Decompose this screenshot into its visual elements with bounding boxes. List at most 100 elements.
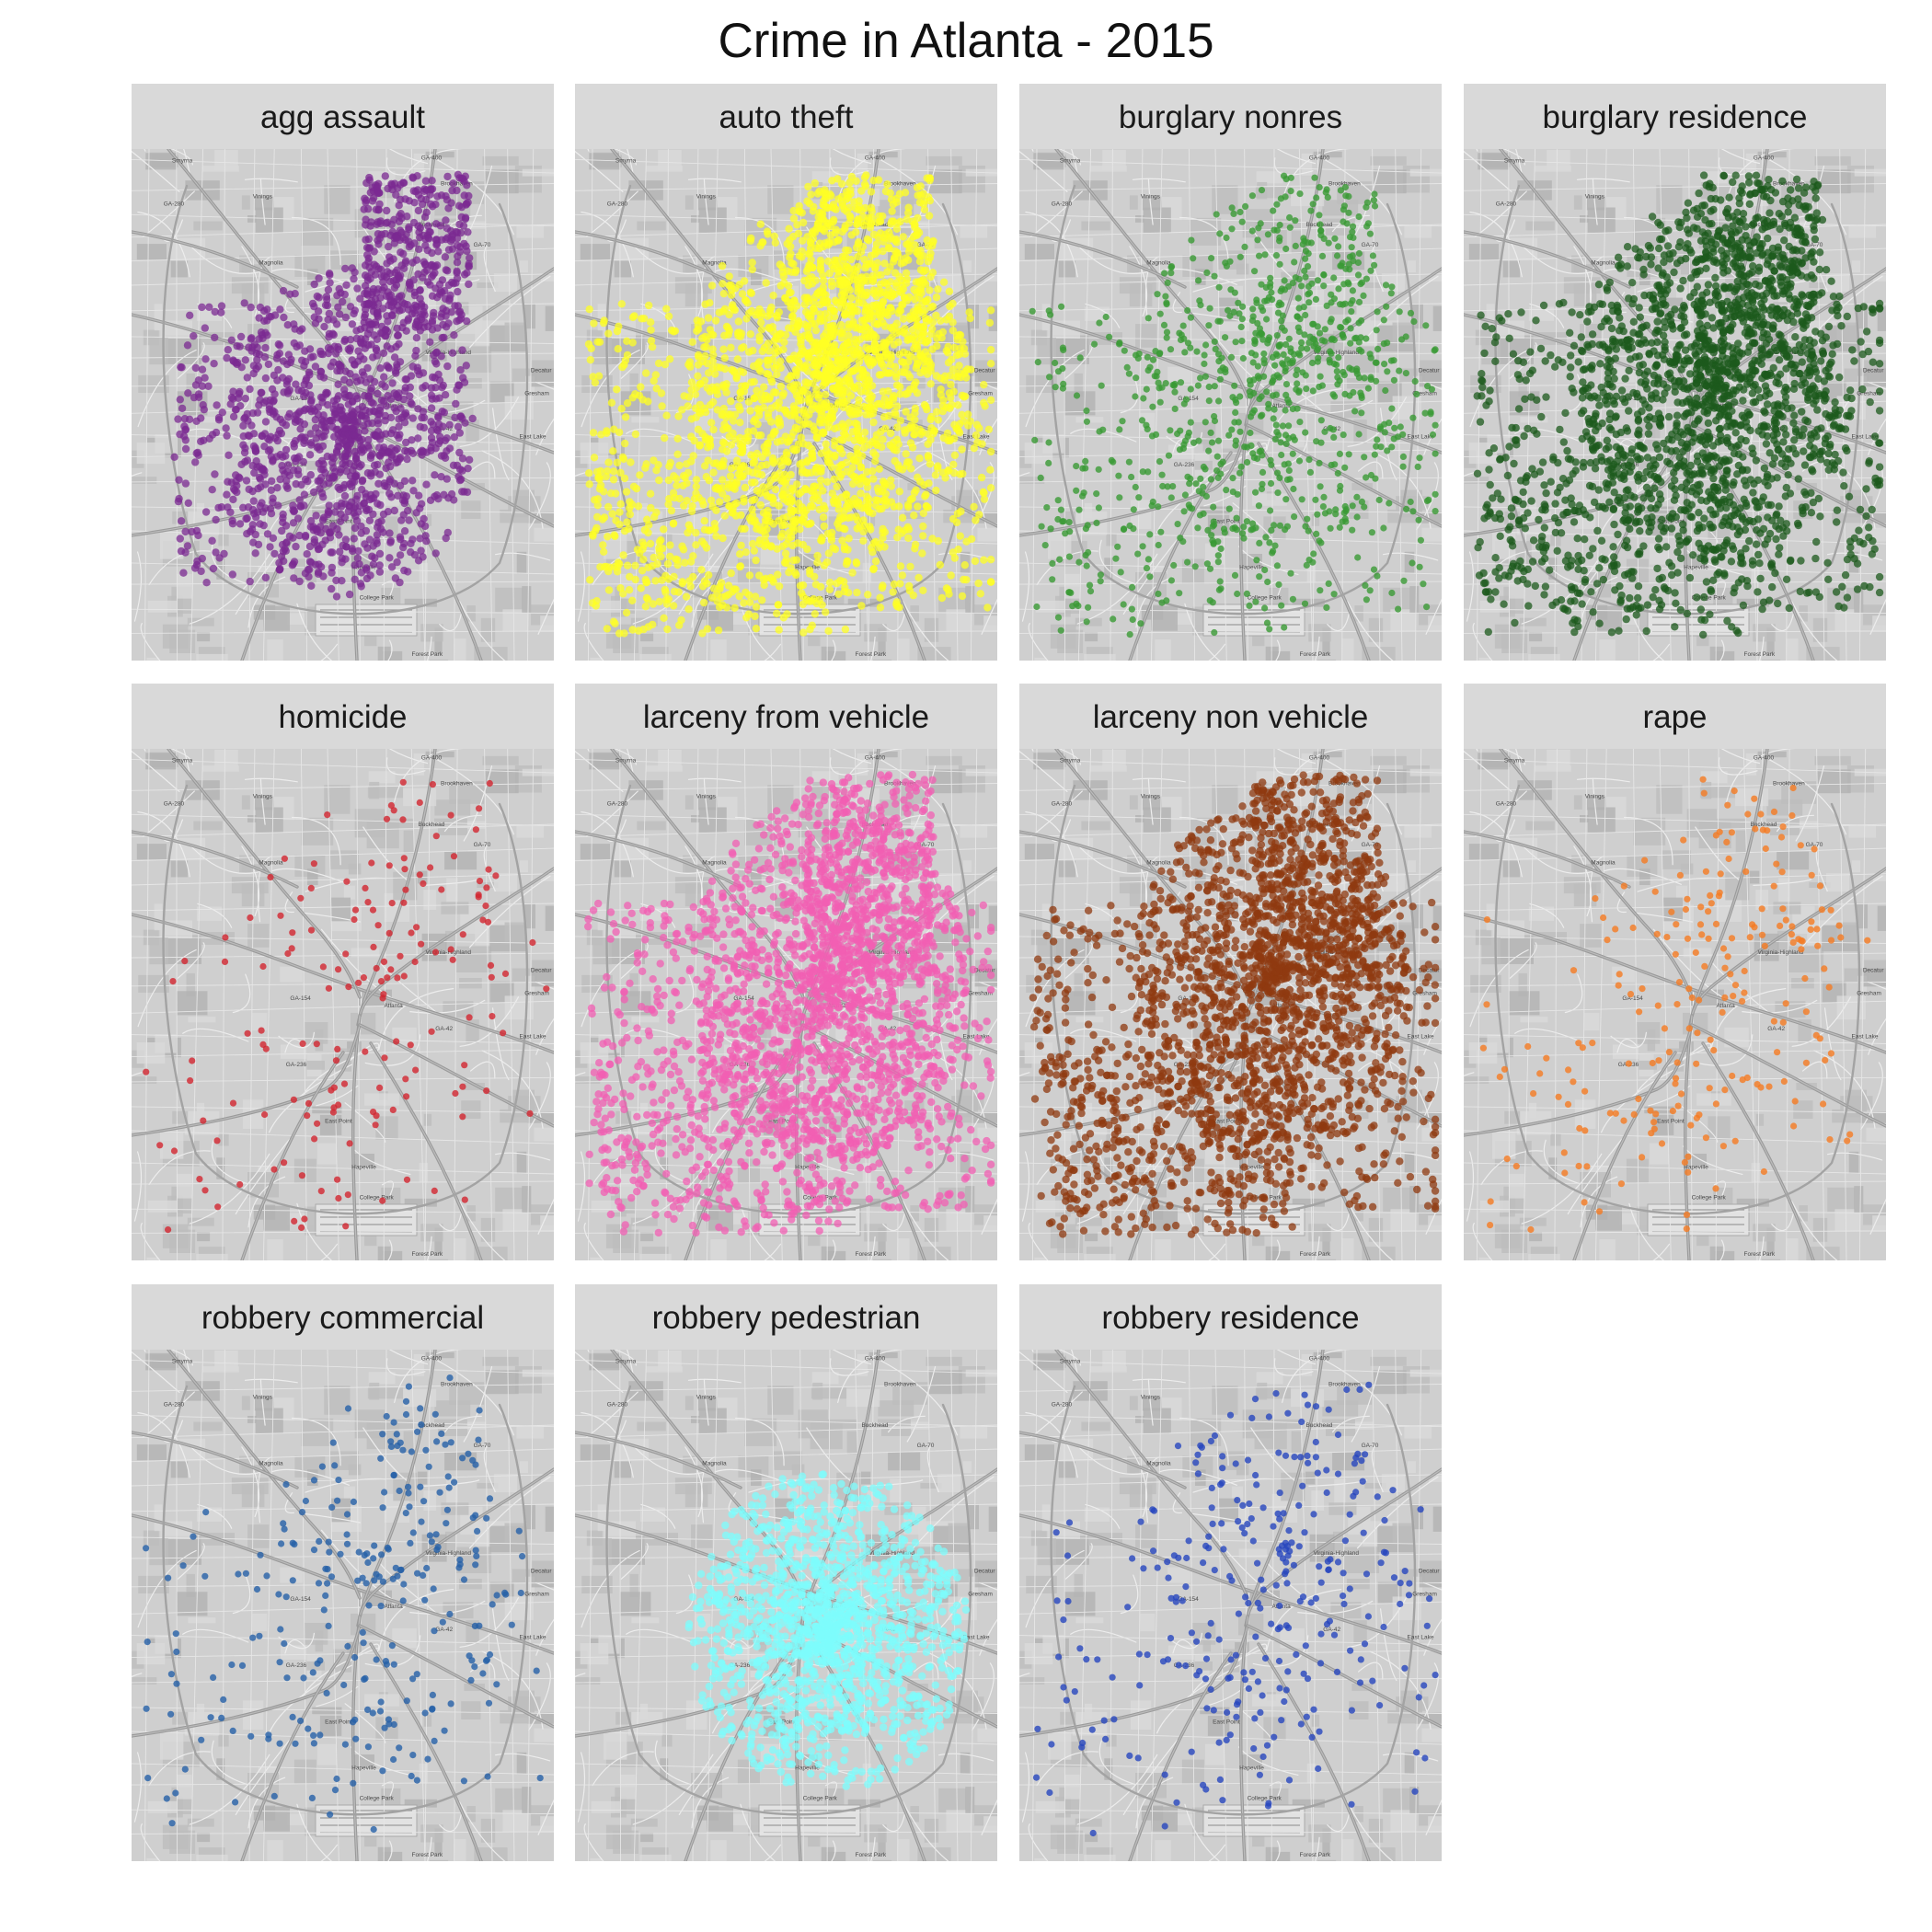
crime-point xyxy=(761,537,770,546)
crime-point xyxy=(1176,590,1183,597)
crime-point xyxy=(824,627,833,635)
map-place-label: Decatur xyxy=(1419,367,1441,374)
crime-point xyxy=(1079,465,1087,472)
crime-point xyxy=(198,554,206,563)
crime-point xyxy=(842,560,851,569)
crime-point xyxy=(1038,523,1045,530)
crime-point xyxy=(817,476,825,484)
crime-point xyxy=(365,326,374,334)
crime-point xyxy=(830,347,838,355)
crime-point xyxy=(984,425,994,433)
crime-point xyxy=(1235,419,1242,426)
crime-point xyxy=(258,499,266,507)
crime-point xyxy=(1286,213,1294,222)
crime-point xyxy=(857,489,865,498)
crime-point xyxy=(732,374,741,383)
crime-point xyxy=(695,353,703,362)
crime-point xyxy=(819,276,828,285)
crime-point xyxy=(1382,386,1389,395)
crime-point xyxy=(1282,496,1290,503)
crime-point xyxy=(876,593,884,602)
crime-point xyxy=(385,448,394,456)
crime-point xyxy=(772,361,781,370)
crime-point xyxy=(627,500,637,509)
crime-point xyxy=(710,525,719,534)
crime-point xyxy=(374,313,383,321)
crime-point xyxy=(764,506,772,515)
crime-point xyxy=(719,534,727,543)
crime-point xyxy=(349,466,357,475)
crime-point xyxy=(1363,474,1370,481)
crime-point xyxy=(732,456,742,465)
crime-point xyxy=(340,431,350,439)
crime-point xyxy=(891,362,900,371)
crime-point xyxy=(1174,430,1181,438)
crime-point xyxy=(1201,351,1208,359)
crime-point xyxy=(1181,491,1189,499)
crime-point xyxy=(1135,494,1143,501)
crime-point xyxy=(1082,457,1089,465)
crime-point xyxy=(190,564,200,572)
crime-point xyxy=(755,332,764,341)
crime-point xyxy=(879,212,887,221)
crime-point xyxy=(965,308,973,316)
crime-point xyxy=(805,410,813,419)
crime-point xyxy=(692,413,700,421)
crime-point xyxy=(1266,626,1273,633)
crime-point xyxy=(744,610,753,618)
crime-point xyxy=(1330,433,1338,441)
crime-point xyxy=(374,285,383,293)
crime-point xyxy=(1355,298,1363,305)
crime-point xyxy=(231,406,240,414)
crime-point xyxy=(631,561,639,569)
crime-point xyxy=(628,339,637,347)
crime-point xyxy=(1362,581,1369,589)
crime-point xyxy=(1144,468,1152,476)
crime-point xyxy=(1337,324,1344,331)
crime-point xyxy=(1130,506,1137,513)
crime-point xyxy=(803,233,811,241)
crime-point xyxy=(891,456,899,466)
crime-point xyxy=(792,556,800,564)
crime-point xyxy=(373,531,382,539)
crime-point xyxy=(1194,382,1202,389)
crime-point xyxy=(1083,562,1090,569)
crime-point xyxy=(623,399,632,408)
facet-strip-label: auto theft xyxy=(575,84,997,149)
crime-point xyxy=(877,359,886,368)
crime-point xyxy=(1112,555,1120,562)
crime-point xyxy=(366,189,374,197)
crime-point xyxy=(986,396,995,405)
crime-point xyxy=(765,393,775,401)
crime-point xyxy=(324,316,332,324)
crime-point xyxy=(370,331,378,339)
crime-point xyxy=(731,512,741,520)
crime-point xyxy=(1205,322,1213,329)
crime-point xyxy=(292,542,300,551)
crime-point xyxy=(703,580,711,588)
crime-point xyxy=(922,501,930,511)
crime-point xyxy=(700,517,708,525)
crime-point xyxy=(340,290,349,299)
crime-point xyxy=(739,368,748,376)
crime-point xyxy=(1429,431,1437,439)
crime-point xyxy=(593,338,602,346)
crime-point xyxy=(295,341,305,350)
crime-point xyxy=(794,440,803,449)
map-place-label: Hapeville xyxy=(1239,564,1264,570)
crime-point xyxy=(638,567,647,575)
crime-point xyxy=(1139,543,1146,550)
map-place-label: Smyrna xyxy=(1060,157,1081,164)
crime-point xyxy=(798,344,806,353)
crime-point xyxy=(332,576,340,585)
crime-point xyxy=(870,319,879,328)
crime-point xyxy=(685,358,695,366)
crime-point xyxy=(223,431,231,440)
crime-point xyxy=(1263,619,1271,627)
crime-point xyxy=(926,415,935,424)
crime-point xyxy=(1225,505,1233,512)
crime-point xyxy=(939,278,949,286)
crime-point xyxy=(233,341,241,351)
crime-point xyxy=(1317,587,1324,594)
crime-point xyxy=(241,395,249,403)
